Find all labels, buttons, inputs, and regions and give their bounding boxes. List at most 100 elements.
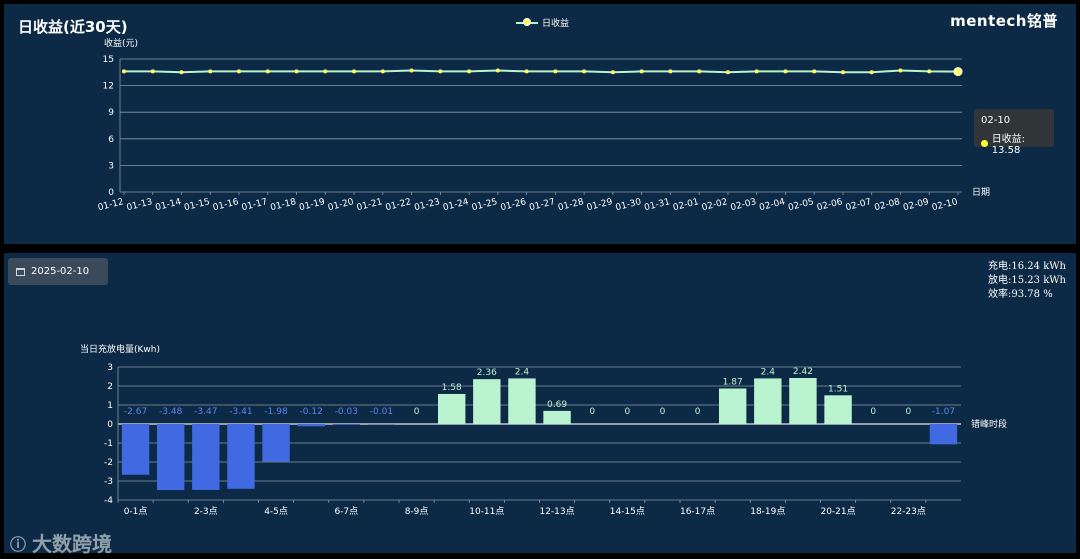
bar-value-label: 2.36 (477, 368, 497, 378)
efficiency-stat: 效率:93.78 % (988, 289, 1053, 300)
x-tick-label: 02-06 (816, 197, 844, 213)
y-tick-label: 0 (108, 188, 114, 198)
revenue-point (783, 69, 788, 74)
x-tick-label: 02-05 (787, 197, 815, 213)
revenue-point (812, 69, 817, 74)
y-tick-label: -2 (104, 458, 113, 468)
energy-bar (789, 378, 817, 424)
x-tick-label: 01-31 (643, 197, 671, 213)
revenue-point (610, 70, 615, 75)
y-axis-label: 当日充放电量(Kwh) (80, 343, 160, 355)
bar-value-label: -1.07 (932, 407, 955, 417)
tooltip-date: 02-10 (981, 115, 1011, 126)
x-tick-label: 01-19 (298, 197, 326, 213)
energy-stats: 充电:16.24 kWh 放电:15.23 kWh 效率:93.78 % (988, 260, 1066, 302)
x-tick-label: 2-3点 (194, 506, 218, 517)
bar-value-label: 0 (414, 407, 420, 417)
x-tick-label: 4-5点 (264, 506, 288, 517)
daily-revenue-line-chart[interactable]: 0 3 6 9 12 15 收益(元) 日期 01-12 01-13 01-14 01-15 01-16… (4, 4, 1076, 244)
watermark-logo-icon: ⓘ (10, 534, 27, 554)
revenue-point (668, 69, 673, 74)
energy-bar (754, 378, 782, 424)
discharge-stat: 放电:15.23 kWh (988, 275, 1066, 286)
revenue-point (352, 69, 357, 74)
revenue-point (898, 68, 903, 73)
revenue-point (725, 70, 730, 75)
revenue-point (237, 69, 242, 74)
bar-value-label: -3.48 (159, 407, 183, 417)
x-tick-label: 01-14 (154, 197, 182, 213)
energy-bar (824, 395, 852, 424)
x-tick-label: 01-27 (528, 197, 556, 213)
y-tick-label: 9 (108, 108, 114, 118)
y-tick-label: -4 (104, 496, 113, 506)
chart-legend[interactable]: 日收益 (516, 16, 569, 29)
x-axis-label: 日期 (972, 187, 990, 198)
energy-bar (297, 424, 325, 427)
bar-value-label: 0 (870, 407, 876, 417)
charge-stat: 充电:16.24 kWh (988, 261, 1066, 272)
bar-value-label: 0 (695, 407, 701, 417)
x-tick-label: 01-25 (471, 197, 499, 213)
x-tick-label: 01-26 (500, 197, 528, 213)
energy-bar (929, 424, 958, 445)
x-tick-label: 02-09 (902, 197, 930, 213)
revenue-point (524, 69, 529, 74)
energy-bar (543, 410, 571, 424)
bar-value-label: -3.47 (194, 407, 217, 417)
y-tick-label: 3 (108, 161, 114, 171)
revenue-point (639, 69, 644, 74)
revenue-point (467, 69, 472, 74)
x-tick-label: 18-19点 (750, 506, 785, 517)
revenue-point (869, 70, 874, 75)
charge-discharge-bar-chart[interactable]: -4 -3 -2 -1 0 1 2 3 当日充放电量(Kwh) 错峰时段 -2.67 0-1点 -3.4… (4, 253, 1076, 553)
x-tick-label: 01-16 (212, 197, 240, 213)
date-picker-button[interactable]: 2025-02-10 (8, 258, 108, 285)
revenue-point (380, 69, 385, 74)
watermark: ⓘ 大数跨境 (10, 528, 112, 557)
revenue-point (495, 68, 500, 73)
y-tick-label: -1 (104, 439, 113, 449)
revenue-point (208, 69, 213, 74)
x-tick-label: 02-04 (758, 197, 786, 213)
revenue-point (122, 69, 126, 74)
x-tick-label: 02-10 (931, 197, 959, 213)
bar-value-label: 1.58 (442, 383, 462, 393)
x-tick-label: 6-7点 (334, 506, 358, 517)
y-tick-label: 12 (103, 82, 114, 92)
x-tick-label: 01-28 (557, 197, 585, 213)
revenue-point (553, 69, 558, 74)
bar-value-label: -3.41 (229, 407, 252, 417)
x-tick-label: 02-03 (730, 197, 758, 213)
y-tick-label: 3 (107, 363, 113, 373)
revenue-point (265, 69, 270, 74)
revenue-point (840, 70, 845, 75)
tooltip-value: 日收益: 13.58 (991, 134, 1026, 156)
x-tick-label: 01-21 (356, 197, 384, 213)
revenue-point (697, 69, 702, 74)
revenue-point (294, 69, 299, 74)
bar-value-label: -0.03 (335, 407, 358, 417)
x-tick-label: 01-30 (615, 197, 643, 213)
y-axis-label: 收益(元) (104, 37, 138, 49)
panel-title: 日收益(近30天) (18, 18, 128, 36)
energy-bar (262, 424, 290, 462)
watermark-text: 大数跨境 (32, 532, 113, 556)
bar-value-label: 0 (589, 407, 595, 417)
energy-bar (121, 424, 150, 475)
y-tick-label: 2 (107, 382, 113, 392)
x-tick-label: 02-08 (873, 197, 901, 213)
x-tick-label: 01-13 (126, 197, 154, 213)
bar-value-label: -0.12 (300, 407, 323, 417)
x-tick-label: 20-21点 (820, 506, 855, 517)
bar-value-label: 0 (624, 407, 630, 417)
x-tick-label: 0-1点 (124, 506, 148, 517)
x-tick-label: 01-29 (586, 197, 614, 213)
x-tick-label: 01-12 (97, 197, 125, 213)
x-tick-label: 8-9点 (405, 506, 429, 517)
x-tick-label: 01-17 (241, 197, 269, 213)
energy-bar (192, 424, 220, 490)
x-tick-label: 10-11点 (469, 506, 504, 517)
revenue-point-highlighted (953, 67, 963, 77)
bar-value-label: 1.87 (723, 377, 743, 387)
